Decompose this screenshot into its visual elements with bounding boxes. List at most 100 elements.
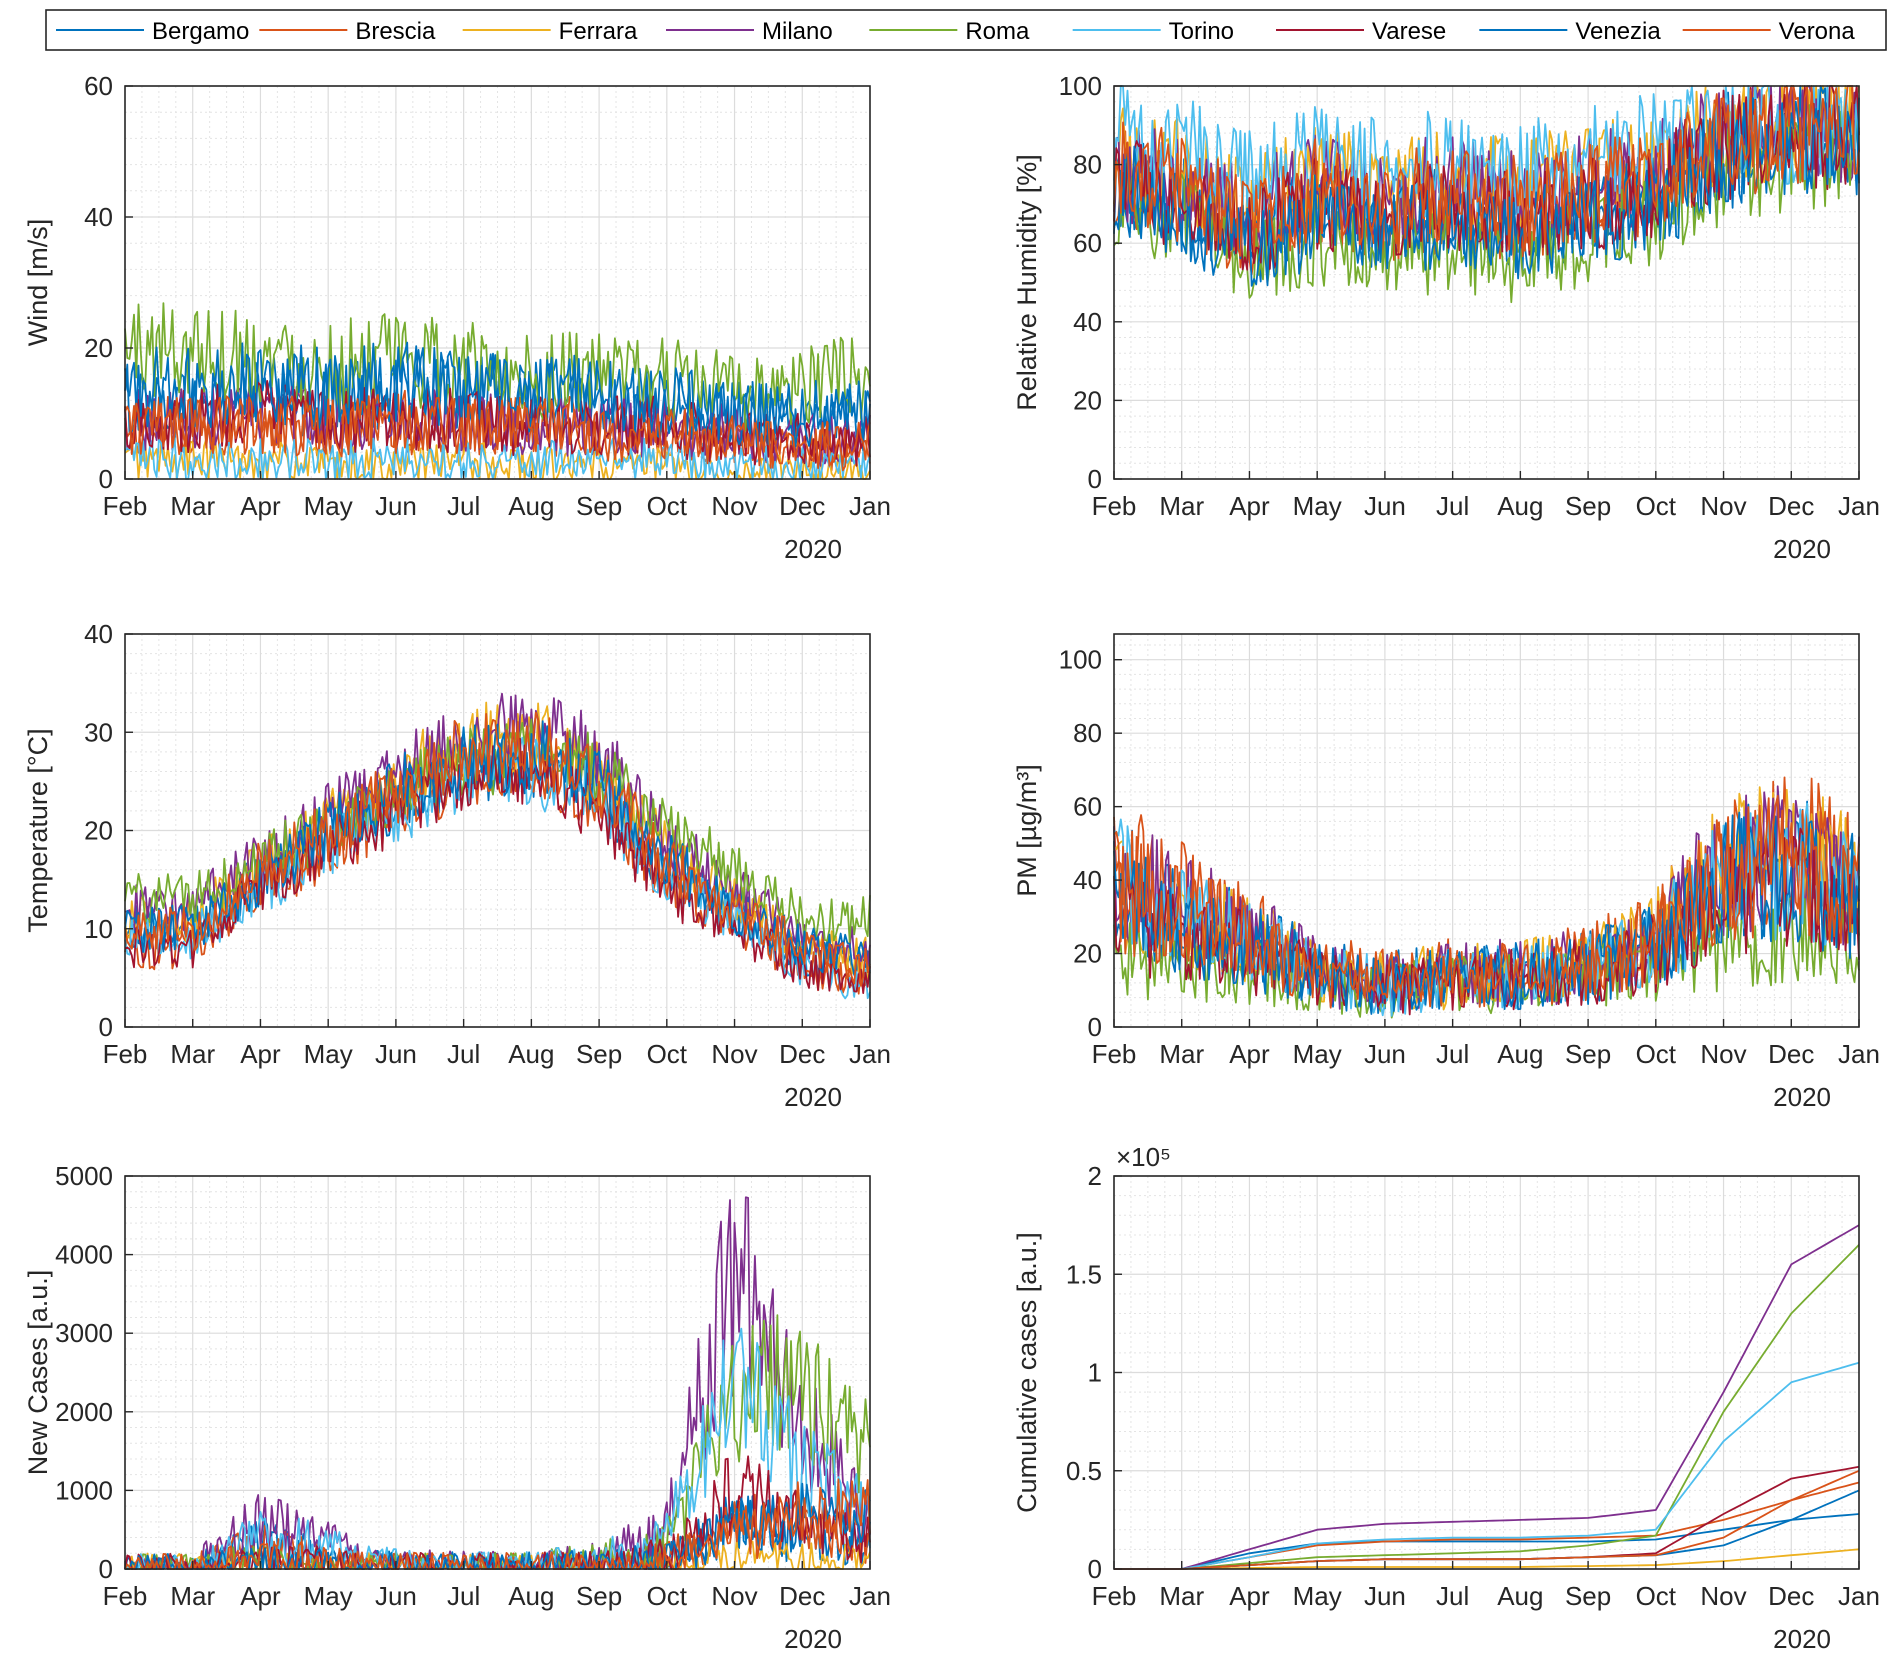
xtick-label: Sep (576, 1039, 622, 1069)
panel-cumulative: 0 0.5 1 1.5 2 Feb Mar Apr May Jun Jul Aug Sep Oct Nov D… (1012, 1142, 1880, 1654)
series-cumulative-torino (1114, 1361, 1860, 1570)
ytick-label: 20 (1073, 939, 1102, 969)
xtick-label: Jul (447, 1581, 480, 1611)
xtick-label: Apr (240, 1581, 281, 1611)
xtick-label: Apr (1229, 1581, 1270, 1611)
xtick-label: Aug (1497, 1039, 1543, 1069)
series-temperature-verona (124, 711, 871, 987)
xaxis-year-label: 2020 (784, 1624, 842, 1654)
ytick-label: 1000 (55, 1475, 113, 1505)
series-temperature-venezia (124, 720, 871, 976)
ytick-label: 4000 (55, 1240, 113, 1270)
series-cumulative-milano (1114, 1224, 1860, 1570)
yaxis-label-new_cases: New Cases [a.u.] (23, 1270, 53, 1476)
xtick-label: May (304, 1581, 353, 1611)
xtick-label: Nov (1700, 1581, 1746, 1611)
ytick-label: 30 (84, 717, 113, 747)
xtick-label: Feb (1092, 1581, 1137, 1611)
series-wind-torino (124, 437, 871, 480)
axes-frame-wind (124, 85, 871, 480)
xtick-label: Nov (711, 1581, 757, 1611)
ytick-label: 0 (1088, 1012, 1102, 1042)
ytick-label: 80 (1073, 718, 1102, 748)
legend-entry-varese: Varese (1372, 18, 1446, 45)
xtick-label: Nov (1700, 1039, 1746, 1069)
ytick-label: 5000 (55, 1161, 113, 1191)
series-humidity-torino (1113, 85, 1860, 223)
series-pm-verona (1113, 795, 1860, 1009)
ytick-label: 3000 (55, 1318, 113, 1348)
xtick-label: Oct (1636, 1581, 1677, 1611)
ytick-label: 40 (84, 619, 113, 649)
xtick-label: Feb (1092, 1039, 1137, 1069)
xtick-label: Jan (849, 1039, 891, 1069)
xtick-label: Jul (447, 1039, 480, 1069)
ytick-label: 20 (84, 816, 113, 846)
axes-frame-humidity (1113, 85, 1860, 480)
series-humidity-verona (1113, 85, 1860, 257)
panel-temperature: 0 10 20 30 40 Feb Mar Apr May Jun Jul Aug Sep Oct Nov D… (23, 619, 891, 1112)
ytick-label: 0 (1088, 1554, 1102, 1584)
xtick-label: Jan (1838, 1039, 1880, 1069)
ytick-label: 1 (1088, 1358, 1102, 1388)
series-pm-venezia (1113, 811, 1860, 1015)
legend-entry-milano: Milano (762, 18, 833, 45)
xtick-label: Dec (779, 1581, 825, 1611)
xtick-label: Oct (647, 1581, 688, 1611)
legend-entry-torino: Torino (1169, 18, 1234, 45)
xtick-label: Apr (1229, 491, 1270, 521)
yaxis-label-temperature: Temperature [°C] (23, 728, 53, 932)
xtick-label: Aug (1497, 491, 1543, 521)
ytick-label: 60 (1073, 228, 1102, 258)
xtick-label: Jun (375, 1039, 417, 1069)
xtick-label: Nov (1700, 491, 1746, 521)
xtick-label: Mar (170, 491, 215, 521)
axes-frame-new_cases (124, 1175, 871, 1570)
xtick-label: Apr (240, 1039, 281, 1069)
ytick-label: 100 (1059, 71, 1102, 101)
xtick-label: Jan (849, 1581, 891, 1611)
xtick-label: Jul (447, 491, 480, 521)
ytick-label: 0 (99, 1012, 113, 1042)
xtick-label: Dec (779, 1039, 825, 1069)
series-pm-varese (1113, 827, 1860, 1016)
ytick-label: 0 (99, 1554, 113, 1584)
xtick-label: Jun (1364, 491, 1406, 521)
series-wind-verona (124, 395, 871, 472)
yaxis-label-cumulative: Cumulative cases [a.u.] (1012, 1232, 1042, 1513)
xtick-label: Jul (1436, 1039, 1469, 1069)
xtick-label: Feb (1092, 491, 1137, 521)
xtick-label: Jun (375, 491, 417, 521)
ytick-label: 2000 (55, 1397, 113, 1427)
panel-pm: 0 20 40 60 80 100 Feb Mar Apr May Jun Jul Aug Sep Oct N… (1012, 633, 1880, 1112)
yaxis-label-pm: PM [µg/m³] (1012, 764, 1042, 897)
yaxis-label-wind: Wind [m/s] (23, 219, 53, 347)
xtick-label: Dec (1768, 1581, 1814, 1611)
xtick-label: Jun (1364, 1581, 1406, 1611)
xtick-label: May (304, 491, 353, 521)
xaxis-year-label: 2020 (1773, 534, 1831, 564)
xtick-label: Jan (1838, 1581, 1880, 1611)
xtick-label: Aug (508, 1581, 554, 1611)
ytick-label: 80 (1073, 150, 1102, 180)
xtick-label: Apr (240, 491, 281, 521)
series-wind-venezia (124, 341, 871, 448)
xtick-label: Oct (647, 491, 688, 521)
xtick-label: Sep (576, 1581, 622, 1611)
xtick-label: May (304, 1039, 353, 1069)
panel-new_cases: 0 1000 2000 3000 4000 5000 Feb Mar Apr May Jun Jul A… (23, 1161, 891, 1654)
panels: 0 20 40 60 Feb Mar Apr May Jun Jul Aug Sep Oct Nov Dec… (23, 71, 1880, 1654)
xtick-label: Oct (1636, 491, 1677, 521)
legend-entry-ferrara: Ferrara (559, 18, 638, 45)
xtick-label: Aug (508, 1039, 554, 1069)
xtick-label: Sep (576, 491, 622, 521)
xtick-label: Jun (1364, 1039, 1406, 1069)
xtick-label: Jul (1436, 491, 1469, 521)
ytick-label: 40 (1073, 307, 1102, 337)
yaxis-exponent-label: ×10⁵ (1116, 1142, 1171, 1172)
xtick-label: Mar (170, 1581, 215, 1611)
xtick-label: Feb (103, 491, 148, 521)
xtick-label: Oct (1636, 1039, 1677, 1069)
xtick-label: Nov (711, 491, 757, 521)
